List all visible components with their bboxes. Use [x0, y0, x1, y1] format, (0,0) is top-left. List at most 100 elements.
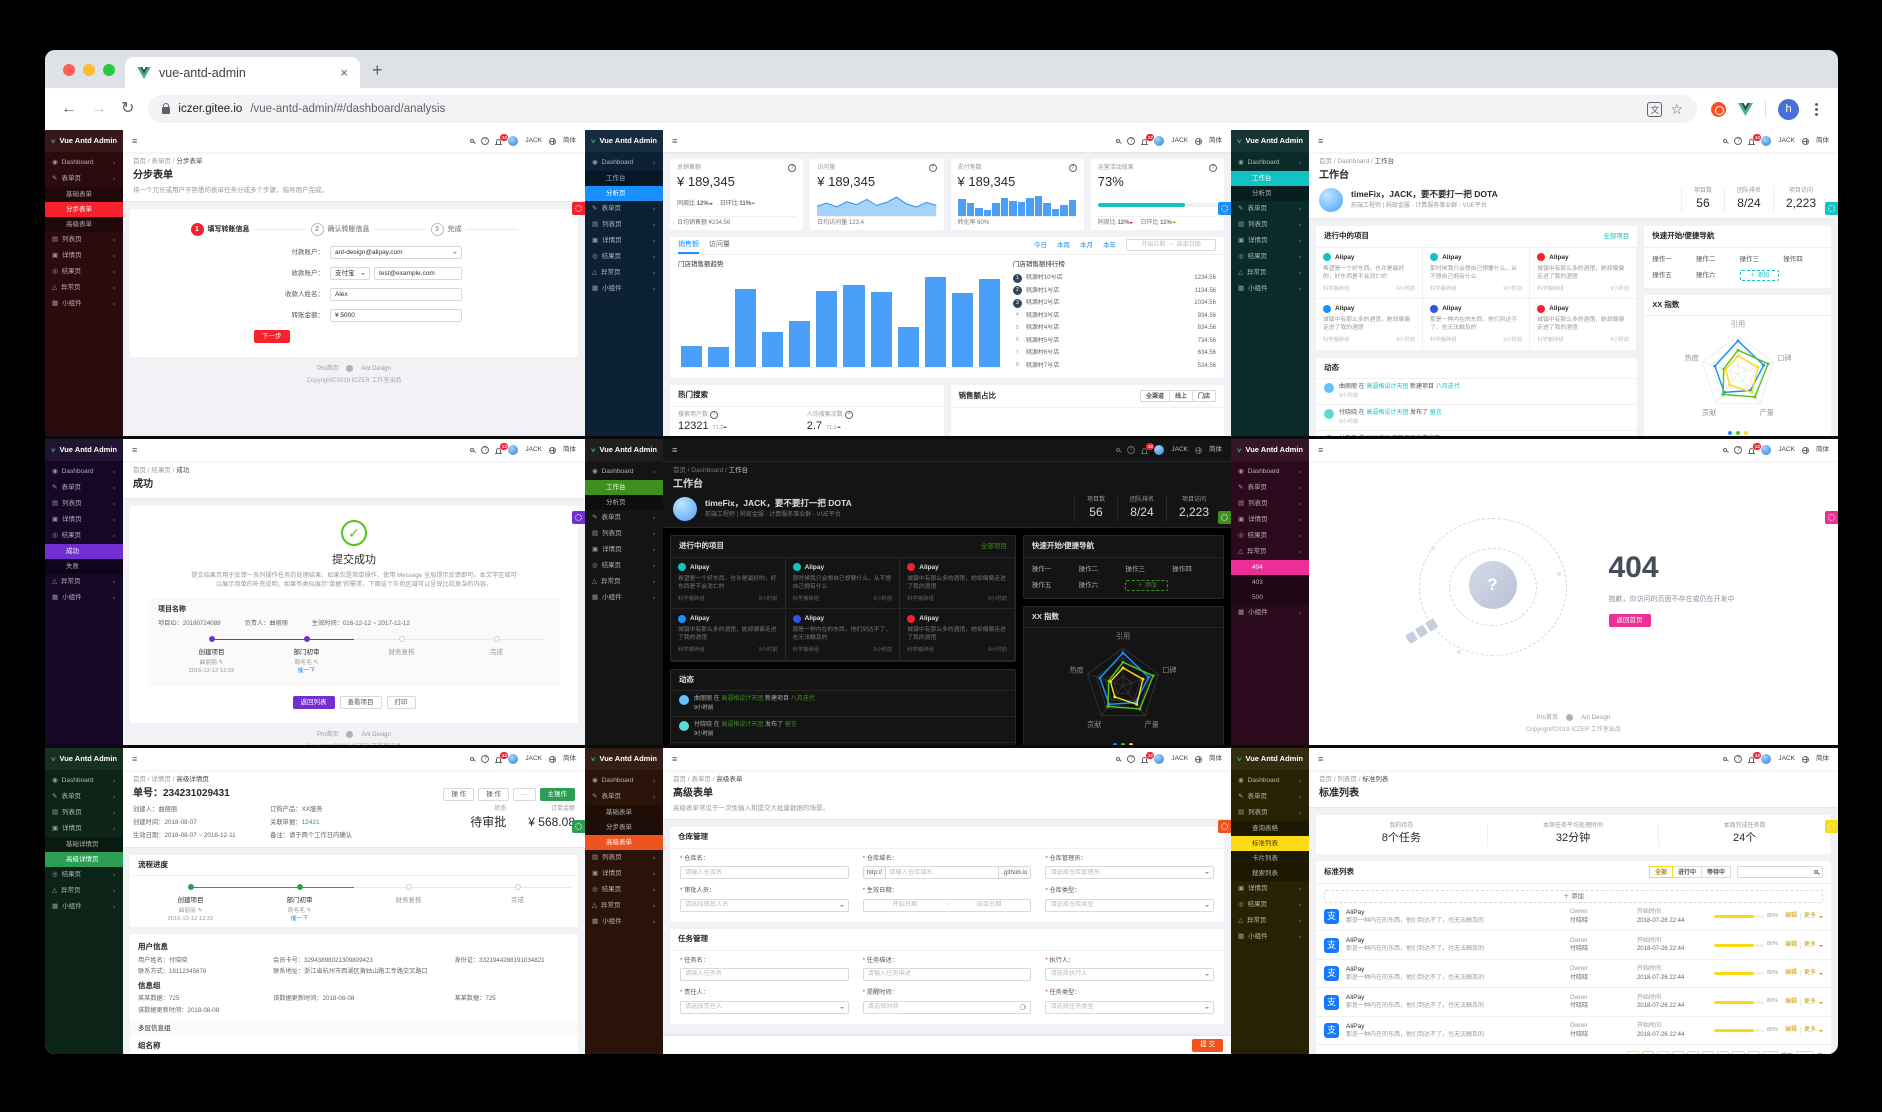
menu-item[interactable]: △ 异常页 ∨ [1238, 917, 1302, 925]
quick-op[interactable]: 操作一 [1031, 565, 1052, 573]
submenu-item[interactable]: 搜索列表 [1231, 866, 1309, 881]
bookmark-star-icon[interactable]: ☆ [1670, 100, 1683, 117]
menu-fold-icon[interactable]: ≡ [672, 444, 678, 455]
menu-item[interactable]: ▦ 小组件 ∨ [52, 903, 116, 911]
footer-link[interactable]: Ant Design [361, 732, 391, 739]
app-logo[interactable]: Vue Antd Admin [585, 748, 663, 770]
quick-op[interactable]: 操作三 [1739, 255, 1760, 263]
info-icon[interactable]: ? [1209, 164, 1217, 173]
menu-item[interactable]: ◉ Dashboard ∨ [52, 777, 116, 785]
maximize-window-button[interactable] [103, 64, 115, 76]
menu-item[interactable]: ▣ 详情页 ∨ [1238, 516, 1302, 524]
project-card[interactable]: Alipay 城镇中有那么多的酒馆，她却偏偏走进了我的酒馆 科学搬砖组 9小时前 [1530, 247, 1638, 300]
info-icon[interactable]: ? [844, 410, 853, 419]
edit-link[interactable]: 编辑 [1784, 998, 1797, 1005]
search-icon[interactable] [1116, 448, 1121, 452]
vue-devtools-icon[interactable] [1738, 102, 1753, 116]
globe-icon[interactable] [1195, 755, 1202, 763]
submenu-item[interactable]: 高级表单 [585, 835, 663, 850]
help-icon[interactable]: ? [1734, 137, 1743, 145]
app-logo[interactable]: Vue Antd Admin [1231, 439, 1309, 461]
menu-item[interactable]: ▤ 列表页 ∨ [592, 221, 656, 229]
theme-settings-button[interactable] [572, 820, 585, 833]
menu-item[interactable]: ▤ 列表页 ∨ [1238, 500, 1302, 508]
language-selector[interactable]: 简体 [1209, 137, 1222, 145]
language-selector[interactable]: 简体 [1209, 446, 1222, 454]
edit-link[interactable]: 编辑 [1784, 1027, 1797, 1034]
info-icon[interactable]: ? [788, 164, 797, 173]
info-icon[interactable]: ? [710, 410, 719, 419]
user-avatar[interactable] [1154, 136, 1165, 146]
quick-op[interactable]: 操作六 [1695, 271, 1716, 279]
project-card[interactable]: Alipay 那时候我只会想自己想要什么，从不想自己拥有什么 科学搬砖组 9小时前 [1423, 247, 1531, 300]
list-search-input[interactable] [1737, 865, 1823, 878]
submenu-item[interactable]: 分析页 [585, 495, 663, 510]
menu-fold-icon[interactable]: ≡ [672, 135, 678, 146]
theme-settings-button[interactable] [1825, 202, 1838, 215]
submenu-item[interactable]: 基础详情页 [45, 837, 123, 852]
footer-link[interactable]: Ant Design [1580, 715, 1611, 722]
menu-item[interactable]: ▤ 列表页 ∨ [52, 809, 116, 817]
channel-filter-button[interactable]: 全渠道 [1139, 390, 1170, 403]
search-icon[interactable] [1723, 757, 1728, 761]
submenu-item[interactable]: 工作台 [585, 171, 663, 186]
menu-item[interactable]: ◉ Dashboard ∨ [52, 468, 116, 476]
user-avatar[interactable] [1761, 445, 1772, 455]
related-doc-link[interactable]: 12421 [301, 818, 320, 826]
menu-item[interactable]: ✎ 表单页 ∨ [592, 205, 656, 213]
primary-action-button[interactable]: 主操作 [539, 787, 575, 801]
print-button[interactable]: 打印 [386, 696, 416, 710]
new-tab-button[interactable]: + [372, 60, 383, 80]
profile-avatar[interactable]: h [1778, 98, 1799, 120]
search-icon[interactable] [470, 448, 475, 452]
user-name[interactable]: JACK [525, 755, 542, 763]
submenu-item[interactable]: 分析页 [1231, 186, 1309, 201]
menu-fold-icon[interactable]: ≡ [1318, 444, 1324, 455]
minimize-window-button[interactable] [83, 64, 95, 76]
menu-item[interactable]: ◉ Dashboard ∨ [52, 159, 116, 167]
help-icon[interactable]: ? [1734, 755, 1743, 763]
repo-type-select[interactable]: 请选择仓库类型 [1045, 899, 1214, 913]
edit-link[interactable]: 编辑 [1784, 941, 1797, 948]
theme-settings-button[interactable] [572, 511, 585, 524]
language-selector[interactable]: 简体 [1816, 137, 1829, 145]
submenu-item[interactable]: 标准列表 [1231, 836, 1309, 851]
menu-item[interactable]: ▦ 小组件 ∨ [1238, 933, 1302, 941]
more-link[interactable]: 更多 [1803, 941, 1816, 948]
github-icon[interactable] [346, 731, 354, 739]
more-link[interactable]: 更多 [1803, 1027, 1816, 1034]
app-logo[interactable]: Vue Antd Admin [45, 748, 123, 770]
tab-close-icon[interactable]: × [340, 65, 348, 80]
page-button[interactable]: 2 [1656, 1051, 1669, 1054]
more-link[interactable]: 更多 [1803, 998, 1816, 1005]
menu-item[interactable]: ▦ 小组件 ∨ [52, 594, 116, 602]
user-avatar[interactable] [508, 136, 519, 146]
github-icon[interactable] [346, 365, 354, 373]
menu-item[interactable]: ◎ 结果页 ∨ [592, 562, 656, 570]
menu-item[interactable]: ✎ 表单页 ∧ [52, 175, 116, 183]
more-link[interactable]: 更多 [1803, 913, 1816, 920]
bell-icon[interactable]: 12 [495, 133, 509, 145]
browser-menu-icon[interactable] [1815, 107, 1818, 111]
repo-admin-select[interactable]: 请选择仓库管理员 [1045, 866, 1214, 880]
globe-icon[interactable] [549, 755, 556, 763]
page-button[interactable]: 4 [1686, 1051, 1699, 1054]
submit-button[interactable]: 提 交 [1192, 1038, 1223, 1052]
add-op-button[interactable]: ＋ 添加 [1739, 269, 1780, 281]
add-op-button[interactable]: ＋ 添加 [1125, 579, 1169, 591]
menu-item[interactable]: △ 异常页 ∨ [52, 578, 116, 586]
menu-item[interactable]: ▤ 列表页 ∨ [592, 854, 656, 862]
help-icon[interactable]: ? [481, 755, 490, 763]
quick-op[interactable]: 操作五 [1652, 271, 1672, 279]
submenu-item[interactable]: 工作台 [1231, 171, 1309, 186]
quick-op[interactable]: 操作五 [1031, 581, 1052, 589]
language-selector[interactable]: 简体 [1816, 446, 1829, 454]
view-project-button[interactable]: 查看项目 [339, 696, 382, 710]
globe-icon[interactable] [1195, 446, 1202, 454]
edit-link[interactable]: 编辑 [1784, 913, 1797, 920]
help-icon[interactable]: ? [1734, 446, 1743, 454]
submenu-item[interactable]: 分析页 [585, 186, 663, 201]
effective-date-range[interactable]: 开始日期 ~ 结束日期 [862, 899, 1032, 913]
user-avatar[interactable] [1761, 754, 1772, 764]
help-icon[interactable]: ? [1127, 446, 1136, 454]
